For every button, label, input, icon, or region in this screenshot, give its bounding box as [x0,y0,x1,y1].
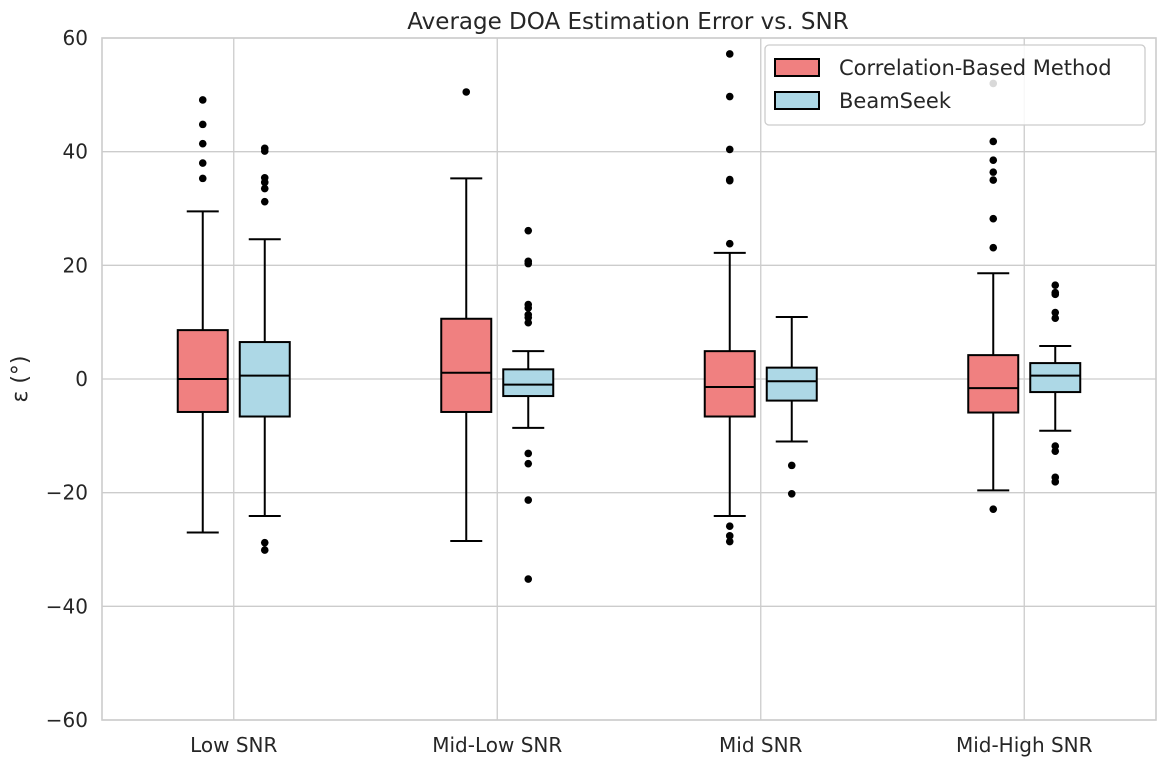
outlier-point [725,532,734,540]
outlier-point [198,159,207,167]
box-beamseek-2 [765,316,818,498]
y-tick-label: −20 [46,481,88,505]
box-body [502,368,555,398]
x-tick-label: Mid SNR [719,733,803,757]
x-tick-label: Mid-High SNR [956,733,1093,757]
outlier-point [1051,478,1060,486]
outlier-point [989,168,998,176]
outlier-point [198,96,207,104]
outlier-point [462,88,471,96]
outlier-point [989,505,998,513]
chart-title: Average DOA Estimation Error vs. SNR [407,9,848,35]
outlier-point [725,522,734,530]
y-axis-label: ε (°) [8,355,33,402]
legend-box [764,44,1146,126]
y-tick-label: −60 [46,708,88,732]
outlier-point [989,137,998,146]
box-body [703,350,756,418]
outlier-point [725,50,734,58]
box-body [765,366,818,402]
x-tick-label: Mid-Low SNR [432,733,562,757]
outlier-point [1051,281,1060,290]
outlier-point [260,197,269,206]
outlier-point [725,145,734,154]
outlier-point [524,304,533,312]
outlier-point [260,184,269,193]
box-body [967,354,1020,414]
x-tick-label: Low SNR [190,733,277,757]
y-tick-label: 40 [63,140,88,164]
y-tick-label: 0 [75,367,88,391]
outlier-point [787,461,796,470]
box-body [176,329,229,413]
box-correlation-3 [967,79,1020,513]
legend-swatch-correlation [774,58,820,77]
outlier-point [989,214,998,223]
outlier-point [524,449,533,458]
outlier-point [989,176,998,184]
legend-label-beamseek: BeamSeek [839,89,952,113]
box-beamseek-1 [502,226,555,583]
legend-label-correlation: Correlation-Based Method [839,56,1112,80]
outlier-point [260,546,269,554]
outlier-point [725,537,734,546]
outlier-point [989,243,998,252]
outlier-point [1051,308,1060,317]
legend-swatch-beamseek [774,91,820,110]
box-body [238,341,291,418]
box-correlation-1 [440,88,493,542]
outlier-point [524,318,533,327]
outlier-point [787,490,796,498]
y-tick-label: −40 [46,594,88,618]
box-body [440,317,493,413]
outlier-point [1051,314,1060,322]
outlier-point [524,459,533,468]
outlier-point [524,575,533,583]
outlier-point [260,178,269,187]
outlier-point [524,226,533,235]
box-body [1029,362,1082,394]
outlier-point [1051,290,1060,299]
box-beamseek-3 [1029,281,1082,486]
outlier-point [725,92,734,101]
box-correlation-0 [176,96,229,534]
outlier-point [725,176,734,185]
box-correlation-2 [703,50,756,546]
outlier-point [198,174,207,183]
outlier-point [260,147,269,155]
outlier-point [524,259,533,268]
outlier-point [725,239,734,248]
y-tick-label: 20 [63,253,88,277]
outlier-point [198,120,207,129]
outlier-point [260,538,269,547]
outlier-point [198,139,207,148]
outlier-point [989,156,998,164]
outlier-point [1051,447,1060,455]
outlier-point [524,496,533,504]
y-tick-label: 60 [63,26,88,50]
plot-frame [101,37,1157,721]
box-beamseek-0 [238,144,291,554]
